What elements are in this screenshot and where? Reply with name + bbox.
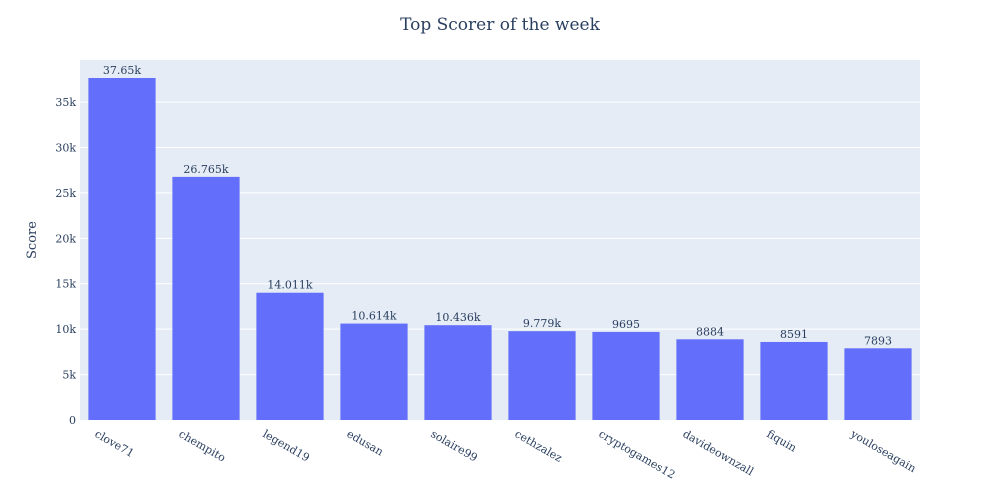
- y-tick-label: 35k: [55, 96, 76, 109]
- x-tick-label: solaire99: [429, 427, 480, 464]
- bar-fiquin[interactable]: [760, 341, 828, 420]
- bar-solaire99[interactable]: [424, 325, 492, 420]
- y-axis-label: Score: [25, 221, 40, 259]
- data-label: 9695: [612, 318, 640, 331]
- bar-cryptogames12[interactable]: [592, 331, 660, 420]
- data-label: 8591: [780, 328, 808, 341]
- y-tick-label: 20k: [55, 232, 76, 245]
- data-label: 8884: [696, 325, 724, 338]
- bars: [88, 77, 912, 421]
- data-label: 10.614k: [351, 310, 396, 323]
- y-tick-label: 10k: [55, 323, 76, 336]
- y-tick-label: 5k: [62, 369, 76, 382]
- x-tick-label: chempito: [177, 427, 229, 464]
- x-tick-label: cethzalez: [513, 427, 565, 465]
- x-axis-ticks: clove71 chempito legend19 edusan solaire99 ce…: [93, 427, 919, 482]
- x-tick-label: youloseagain: [848, 427, 919, 475]
- y-tick-label: 25k: [55, 187, 76, 200]
- y-axis-ticks: 0 5k 10k 15k 20k 25k 30k 35k: [55, 96, 76, 427]
- y-tick-label: 30k: [55, 141, 76, 154]
- bar-cethzalez[interactable]: [508, 331, 576, 420]
- x-tick-label: clove71: [93, 427, 137, 460]
- data-label: 14.011k: [267, 279, 312, 292]
- data-label: 7893: [864, 334, 892, 347]
- data-label: 9.779k: [523, 317, 561, 330]
- x-tick-label: legend19: [261, 427, 312, 464]
- y-tick-label: 0: [69, 414, 76, 427]
- x-tick-label: davideownzall: [681, 427, 757, 478]
- x-tick-label: fiquin: [765, 427, 799, 454]
- bar-legend19[interactable]: [256, 292, 324, 420]
- bar-clove71[interactable]: [88, 77, 156, 421]
- x-tick-label: edusan: [345, 427, 386, 458]
- x-tick-label: cryptogames12: [597, 427, 678, 481]
- bar-youloseagain[interactable]: [844, 348, 912, 420]
- data-label: 37.65k: [103, 64, 141, 77]
- data-label: 10.436k: [435, 311, 480, 324]
- data-labels: 37.65k 26.765k 14.011k 10.614k 10.436k 9.779k…: [103, 64, 892, 347]
- bar-davideownzall[interactable]: [676, 339, 744, 420]
- y-tick-label: 15k: [55, 278, 76, 291]
- data-label: 26.765k: [183, 163, 228, 176]
- chart-title: Top Scorer of the week: [400, 15, 601, 35]
- bar-chempito[interactable]: [172, 176, 240, 420]
- bar-edusan[interactable]: [340, 323, 408, 420]
